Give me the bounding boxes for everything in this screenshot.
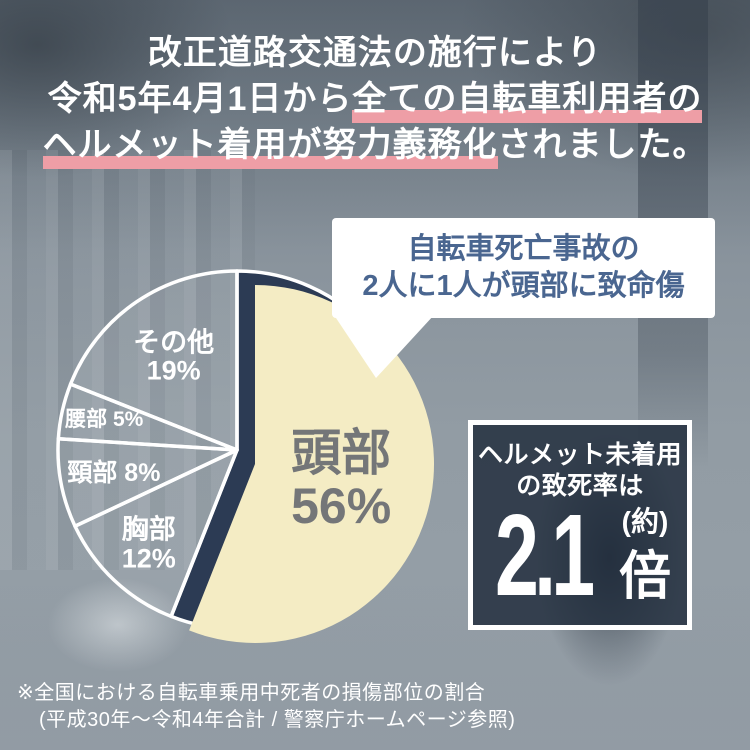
speech-bubble-line-2: 2人に1人が頭部に致命傷 [362,270,685,302]
source-footnote: ※全国における自転車乗用中死者の損傷部位の割合 (平成30年〜令和4年合計 / … [17,680,515,734]
stat-box-line-1: ヘルメット未着用 [477,441,682,469]
headline-line-2-highlight: 全ての自転車利用者の [352,80,703,123]
speech-bubble-line-1: 自転車死亡事故の [407,233,640,265]
headline-line-3: ヘルメット着用が努力義務化されました。 [0,122,750,169]
stat-value-suffix: (約) 倍 [618,506,671,606]
pie-slice [68,269,239,452]
headline-line-3-highlight: ヘルメット着用が努力義務化 [42,126,498,169]
headline: 改正道路交通法の施行により 令和5年4月1日から全ての自転車利用者の ヘルメット… [0,30,750,169]
headline-line-1: 改正道路交通法の施行により [147,34,603,72]
fatality-stat-box: ヘルメット未着用 の致死率は 2.1 (約) 倍 [468,420,692,630]
source-footnote-line-1: ※全国における自転車乗用中死者の損傷部位の割合 [17,682,486,704]
stat-unit-label: 倍 [618,548,671,606]
headline-line-2: 令和5年4月1日から全ての自転車利用者の [0,76,750,123]
speech-bubble: 自転車死亡事故の 2人に1人が頭部に致命傷 [332,218,715,378]
stat-approx-label: (約) [621,506,669,537]
headline-line-2-plain: 令和5年4月1日から [47,80,353,118]
stat-value: 2.1 [494,490,595,620]
headline-line-3-plain: されました。 [497,126,708,164]
stat-box-value-row: 2.1 (約) 倍 [473,490,687,620]
pie-slice-exploded [189,285,435,643]
source-footnote-line-2: (平成30年〜令和4年合計 / 警察庁ホームページ参照) [39,709,516,731]
